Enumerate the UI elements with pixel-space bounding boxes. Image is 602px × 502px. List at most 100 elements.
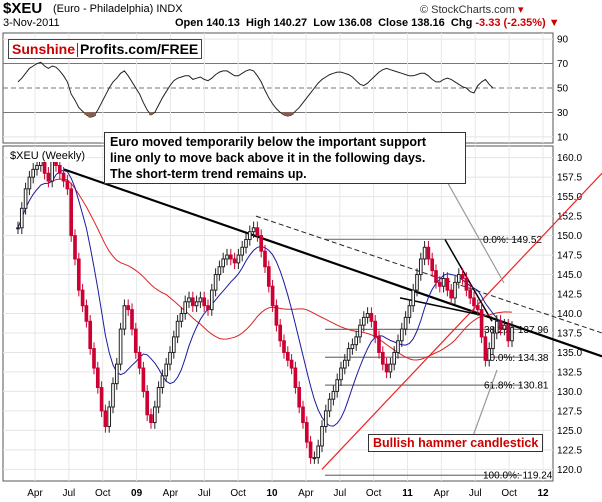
- candle-body: [278, 324, 283, 342]
- time-tick-label: Apr: [434, 488, 450, 499]
- rsi-oversold-fill: [285, 112, 290, 117]
- candle-body: [331, 390, 336, 400]
- candle-body: [76, 258, 81, 291]
- candle-body: [171, 336, 176, 353]
- rsi-line: [17, 61, 494, 118]
- candle-body: [247, 231, 252, 240]
- candle-body: [54, 161, 58, 166]
- time-tick-label: Oct: [366, 488, 382, 499]
- rsi-tick-label: 50: [557, 84, 569, 95]
- candle-body: [27, 176, 32, 190]
- candle-body: [422, 246, 427, 260]
- candle-body: [152, 406, 157, 424]
- candle-body: [361, 316, 366, 326]
- rsi-oversold-fill: [92, 112, 96, 117]
- time-tick-label: Jul: [469, 488, 482, 499]
- candle-body: [65, 180, 70, 190]
- candle-body: [50, 161, 55, 182]
- time-tick-label: Apr: [27, 488, 43, 499]
- candle-body: [137, 351, 142, 369]
- candle-body: [301, 406, 305, 424]
- candle-body: [320, 425, 324, 447]
- candle-body: [95, 367, 100, 389]
- candle-body: [456, 274, 461, 283]
- candle-body: [228, 254, 233, 260]
- candle-body: [141, 367, 146, 392]
- candle-body: [494, 320, 499, 334]
- rsi-oversold-fill: [282, 112, 286, 115]
- candle-body: [266, 266, 271, 287]
- candle-body: [187, 297, 191, 303]
- chart-date: 3-Nov-2011: [3, 17, 60, 29]
- fib-label: 38.2%: 137.96: [484, 325, 549, 336]
- rsi-tick-label: 30: [557, 108, 569, 119]
- candle-body: [434, 270, 438, 283]
- candle-body: [491, 332, 495, 350]
- candle-body: [323, 410, 328, 427]
- moving-average-long: [48, 178, 513, 361]
- candle-body: [255, 227, 260, 237]
- candle-body: [209, 289, 214, 311]
- rsi-tick-label: 10: [557, 132, 569, 143]
- candle-body: [213, 274, 218, 291]
- candle-body: [190, 297, 195, 307]
- candle-body: [160, 375, 165, 389]
- candle-body: [225, 254, 229, 260]
- candle-body: [369, 313, 374, 322]
- candle-body: [240, 246, 245, 256]
- candle-body: [418, 258, 423, 276]
- annotation-hammer: Bullish hammer candlestick: [368, 434, 544, 452]
- candle-body: [373, 320, 378, 338]
- time-tick-label: 12: [537, 488, 549, 499]
- candle-body: [437, 281, 442, 287]
- fib-label: 61.8%: 130.81: [484, 381, 549, 392]
- price-tick-label: 135.0: [557, 348, 582, 359]
- candle-body: [122, 305, 127, 330]
- price-tick-label: 147.5: [557, 251, 582, 262]
- candle-body: [126, 305, 131, 311]
- candle-body: [61, 172, 66, 182]
- candle-body: [103, 410, 108, 427]
- rsi-oversold-fill: [84, 112, 89, 115]
- price-tick-label: 122.5: [557, 445, 582, 456]
- price-tick-label: 140.0: [557, 309, 582, 320]
- candle-body: [57, 164, 62, 174]
- candle-body: [297, 387, 302, 408]
- candle-body: [468, 289, 473, 299]
- candle-body: [411, 289, 416, 307]
- price-tick-label: 120.0: [557, 465, 582, 476]
- candle-body: [114, 363, 119, 385]
- change-value: -3.33 (-2.35%): [475, 17, 546, 29]
- candle-body: [179, 313, 184, 322]
- candle-body: [342, 359, 347, 369]
- candle-body: [251, 227, 256, 233]
- rsi-oversold-fill: [88, 112, 93, 118]
- candle-body: [270, 285, 275, 307]
- annotation-line-2: line only to move back above it in the f…: [110, 151, 426, 165]
- candle-body: [92, 348, 96, 369]
- candle-body: [407, 305, 412, 318]
- time-tick-label: Jul: [62, 488, 75, 499]
- candle-body: [206, 305, 210, 311]
- candle-body: [487, 348, 492, 361]
- candle-body: [510, 327, 514, 342]
- price-tick-label: 145.0: [557, 270, 582, 281]
- candle-body: [449, 289, 454, 299]
- candle-body: [274, 305, 279, 326]
- candle-body: [430, 258, 435, 272]
- time-tick-label: Jul: [333, 488, 346, 499]
- price-tick-label: 142.5: [557, 290, 582, 301]
- rsi-oversold-fill: [149, 112, 153, 115]
- candle-body: [16, 227, 20, 230]
- candle-body: [396, 340, 400, 353]
- fib-label: 0.0%: 149.52: [483, 235, 542, 246]
- candle-body: [232, 258, 237, 264]
- candle-body: [168, 351, 172, 365]
- candle-body: [80, 289, 85, 307]
- candle-body: [312, 457, 317, 460]
- candle-body: [244, 238, 248, 248]
- candle-body: [194, 301, 199, 307]
- candle-body: [304, 422, 309, 443]
- candle-body: [35, 164, 39, 170]
- candle-body: [316, 445, 321, 459]
